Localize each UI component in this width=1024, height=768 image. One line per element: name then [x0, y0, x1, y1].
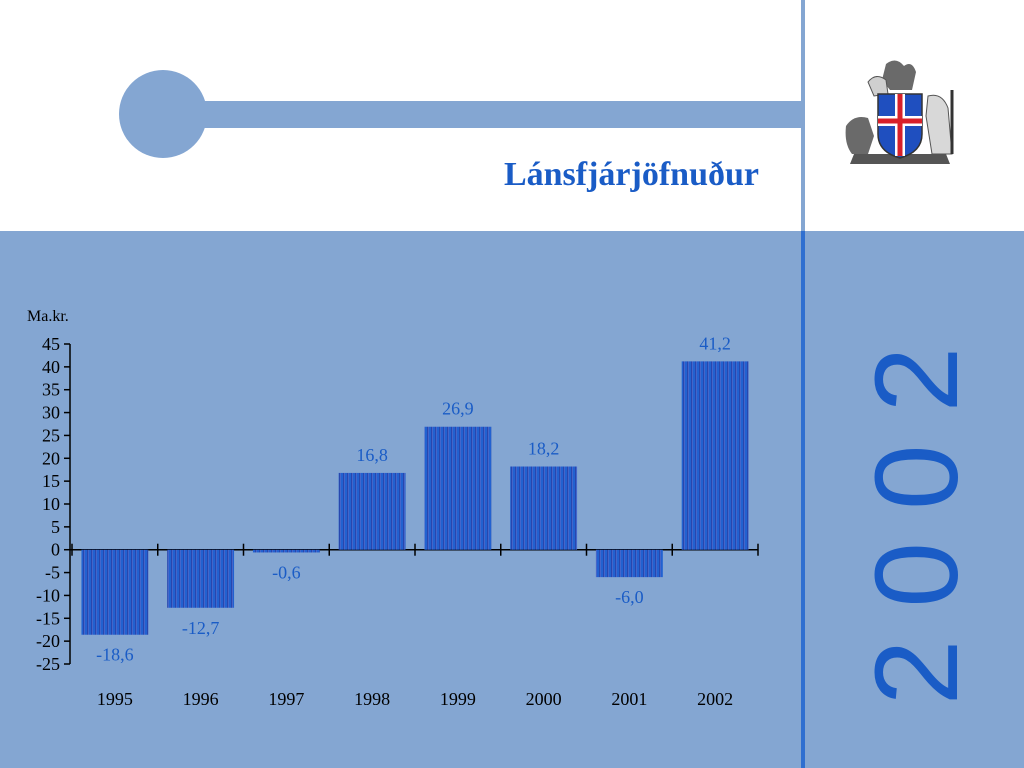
year-vertical-text: 2002: [812, 300, 1022, 720]
y-unit-label: Ma.kr.: [27, 308, 69, 325]
data-label-2002: 41,2: [699, 333, 731, 353]
year-label: 2002: [851, 314, 983, 706]
x-tick-label-1999: 1999: [440, 689, 476, 709]
y-tick-label: -25: [36, 654, 60, 674]
bar-2000: [510, 466, 578, 550]
x-tick-label-2002: 2002: [697, 689, 733, 709]
data-label-1997: -0,6: [272, 562, 301, 582]
y-tick-label: 20: [42, 448, 60, 468]
y-tick-label: 35: [42, 380, 60, 400]
y-tick-label: 15: [42, 471, 60, 491]
bar-1997: [252, 549, 320, 553]
bar-1995: [81, 549, 149, 635]
y-tick-label: -20: [36, 631, 60, 651]
y-tick-label: 40: [42, 357, 60, 377]
bar-1996: [167, 549, 235, 608]
y-tick-label: 10: [42, 494, 60, 514]
bar-1998: [338, 472, 406, 550]
data-label-1995: -18,6: [96, 645, 134, 665]
x-tick-label-1995: 1995: [97, 689, 133, 709]
data-label-2000: 18,2: [528, 439, 560, 459]
decorative-bar: [160, 101, 803, 128]
bar-2002: [681, 361, 749, 550]
vertical-divider-dark: [801, 231, 805, 768]
x-tick-label-1997: 1997: [268, 689, 304, 709]
y-tick-label: 5: [51, 517, 60, 537]
data-label-1999: 26,9: [442, 399, 474, 419]
data-label-2001: -6,0: [615, 587, 644, 607]
bar-1999: [424, 426, 492, 550]
y-tick-label: -10: [36, 585, 60, 605]
slide-title: Lánsfjárjöfnuður: [503, 156, 759, 193]
y-tick-label: 45: [42, 334, 60, 354]
data-label-1996: -12,7: [182, 618, 220, 638]
x-tick-label-1998: 1998: [354, 689, 390, 709]
bar-2001: [595, 549, 663, 578]
y-tick-label: 0: [51, 540, 60, 560]
y-tick-label: -15: [36, 608, 60, 628]
x-tick-label-2000: 2000: [526, 689, 562, 709]
coat-of-arms-icon: [840, 56, 960, 168]
decorative-circle: [119, 70, 207, 158]
y-tick-label: 30: [42, 403, 60, 423]
data-label-1998: 16,8: [356, 445, 388, 465]
y-tick-label: 25: [42, 425, 60, 445]
y-tick-label: -5: [45, 563, 60, 583]
x-tick-label-1996: 1996: [183, 689, 219, 709]
x-tick-label-2001: 2001: [611, 689, 647, 709]
